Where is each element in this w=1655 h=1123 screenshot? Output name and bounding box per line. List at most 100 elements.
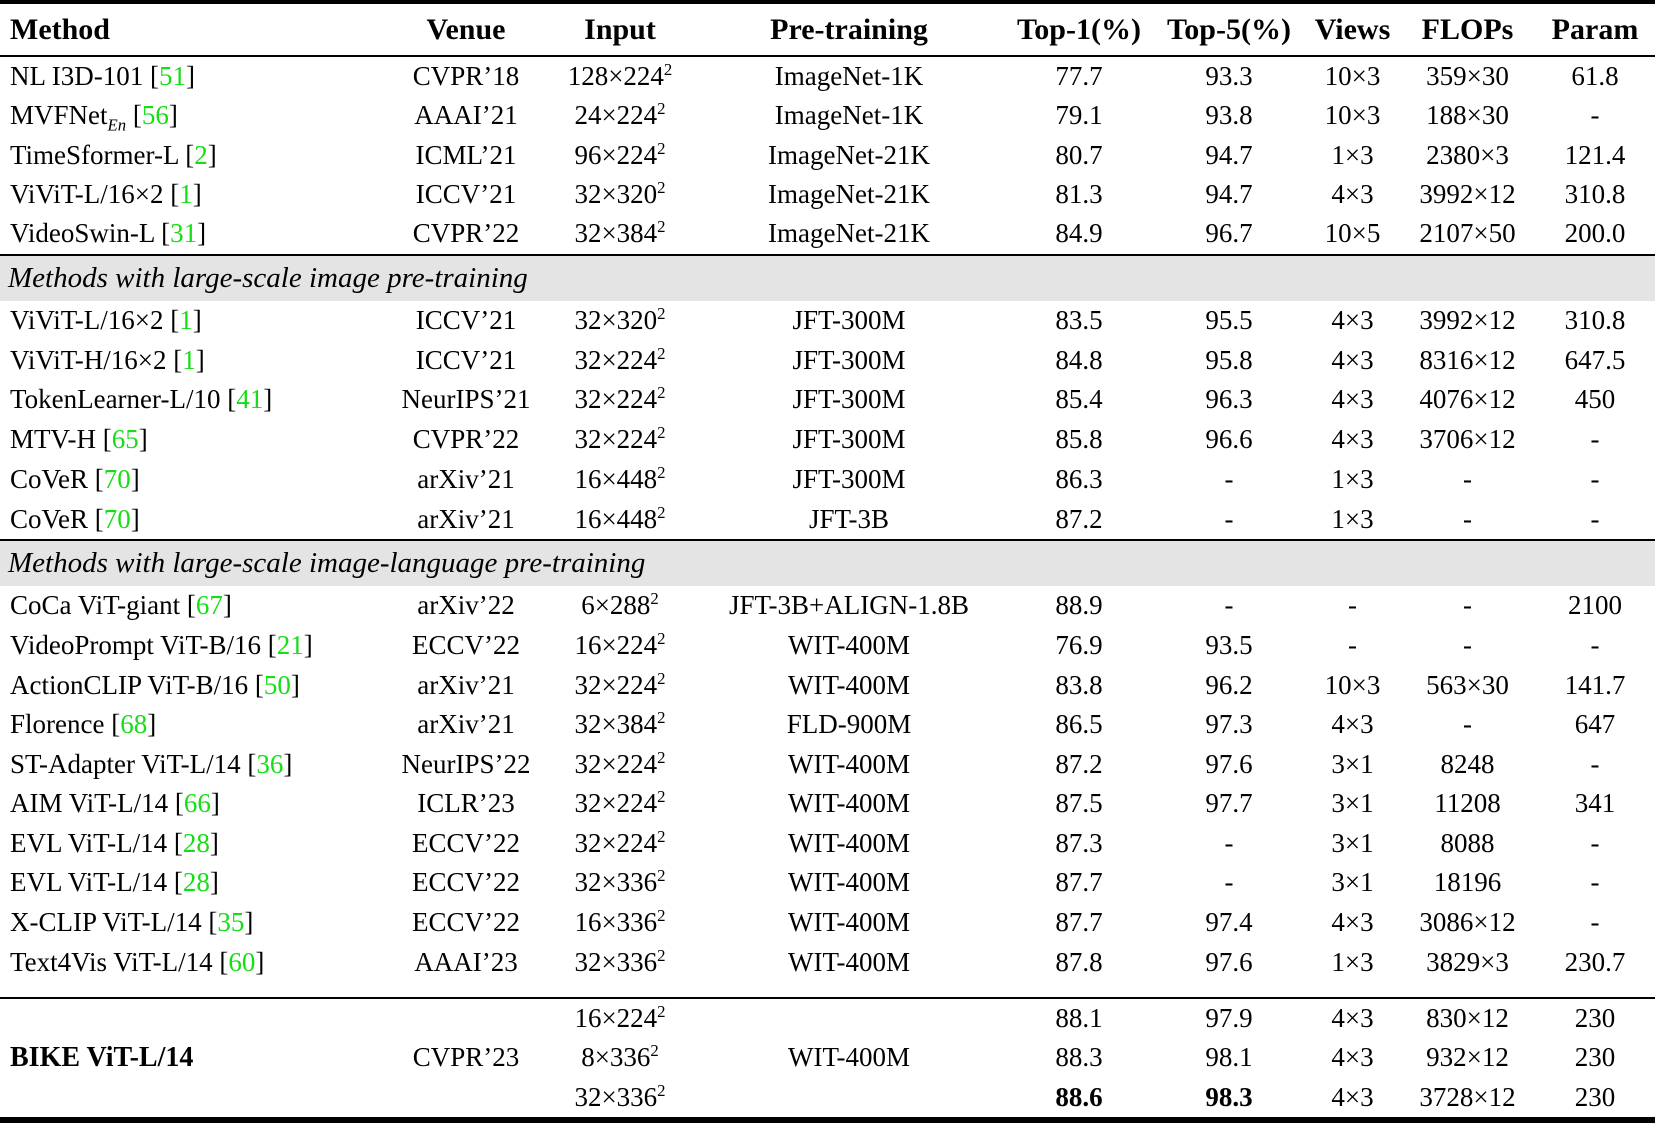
- cell-flops: 563×30: [1426, 669, 1509, 700]
- superscript: 2: [657, 787, 666, 807]
- table-row: ST-Adapter ViT-L/14 [36] NeurIPS’22 32×224…: [0, 744, 1655, 784]
- cell-venue: CVPR’23: [385, 996, 547, 1120]
- cell-top1: 87.7: [1055, 867, 1103, 898]
- cell-method: ViViT-L/16×2 [1]: [10, 179, 202, 210]
- cell-input: 32×2242: [574, 383, 666, 415]
- citation-ref[interactable]: 50: [263, 669, 291, 700]
- cell-top1: 85.8: [1055, 424, 1103, 455]
- citation-ref[interactable]: 28: [182, 827, 210, 858]
- cell-pretraining: ImageNet-1K: [774, 100, 924, 131]
- table-row: AIM ViT-L/14 [66] ICLR’23 32×2242 WIT-400M 8…: [0, 784, 1655, 824]
- method-name: VideoSwin-L: [10, 218, 155, 249]
- column-header-venue: Venue: [385, 2, 547, 57]
- cell-method: BIKE ViT-L/14: [0, 996, 385, 1120]
- cell-flops: 830×12: [1400, 996, 1535, 1039]
- column-header-top1: Top-1(%): [1005, 2, 1153, 57]
- superscript: 2: [657, 303, 666, 323]
- cell-flops: 3829×3: [1426, 946, 1509, 977]
- cell-pretraining: WIT-400M: [788, 827, 910, 858]
- superscript: 2: [657, 1002, 666, 1022]
- citation-ref[interactable]: 1: [179, 304, 193, 335]
- citation-ref[interactable]: 28: [182, 867, 210, 898]
- cell-top5: 97.6: [1205, 748, 1253, 779]
- cell-method: Florence [68]: [10, 709, 157, 740]
- cell-method: MVFNetEn [56]: [10, 100, 178, 135]
- superscript: 2: [657, 343, 666, 363]
- column-header-pretraining: Pre-training: [693, 2, 1005, 57]
- cell-flops: 2107×50: [1419, 218, 1516, 249]
- cell-venue: ECCV’22: [412, 630, 520, 661]
- method-name: ST-Adapter ViT-L/14: [10, 748, 241, 779]
- cell-venue: AAAI’21: [414, 100, 518, 131]
- citation-ref[interactable]: 1: [179, 179, 193, 210]
- cell-top1: 79.1: [1055, 100, 1103, 131]
- cell-method: ViViT-L/16×2 [1]: [10, 304, 202, 335]
- citation-ref[interactable]: 2: [194, 139, 208, 170]
- cell-input: 32×3362: [574, 866, 666, 898]
- cell-top1: 87.7: [1055, 906, 1103, 937]
- cell-top1: 88.3: [1055, 1042, 1103, 1073]
- cell-pretraining: JFT-300M: [792, 463, 906, 494]
- citation-ref[interactable]: 70: [103, 463, 131, 494]
- method-name: TokenLearner-L/10: [10, 384, 221, 415]
- cell-top5: 95.5: [1205, 304, 1253, 335]
- cell-views: 10×3: [1324, 61, 1381, 92]
- cell-venue: ICCV’21: [415, 344, 517, 375]
- table-row: Text4Vis ViT-L/14 [60] AAAI’23 32×3362 WIT-…: [0, 942, 1655, 998]
- cell-method: NL I3D-101 [51]: [10, 61, 195, 92]
- table-row: 32×3362 88.6 98.3 4×3 3728×12 230: [0, 1078, 1655, 1120]
- cell-top5: -: [1224, 463, 1234, 494]
- citation-ref[interactable]: 60: [228, 946, 256, 977]
- cell-pretraining: ImageNet-1K: [774, 61, 924, 92]
- cell-input: 32×3842: [574, 708, 666, 740]
- method-name: CoCa ViT-giant: [10, 590, 181, 621]
- citation-ref[interactable]: 56: [141, 100, 169, 131]
- cell-param: 2100: [1568, 590, 1622, 621]
- citation-ref[interactable]: 31: [170, 218, 198, 249]
- cell-input: 32×2242: [574, 343, 666, 375]
- cell-input: 32×2242: [574, 423, 666, 455]
- cell-views: 4×3: [1331, 709, 1374, 740]
- cell-flops: 11208: [1434, 788, 1501, 819]
- cell-top5: 93.3: [1205, 61, 1253, 92]
- citation-ref[interactable]: 67: [195, 590, 223, 621]
- cell-input: 32×3362: [574, 945, 666, 977]
- citation-ref[interactable]: 68: [120, 709, 148, 740]
- cell-top1: 87.2: [1055, 503, 1103, 534]
- citation-ref[interactable]: 35: [217, 906, 245, 937]
- cell-method: TimeSformer-L [2]: [10, 139, 217, 170]
- table-row: TokenLearner-L/10 [41] NeurIPS’21 32×2242 J…: [0, 380, 1655, 420]
- cell-venue: ECCV’22: [412, 867, 520, 898]
- citation-ref[interactable]: 66: [183, 788, 211, 819]
- citation-ref[interactable]: 41: [236, 384, 264, 415]
- cell-method: AIM ViT-L/14 [66]: [10, 788, 220, 819]
- citation-ref[interactable]: 1: [182, 344, 196, 375]
- citation-ref[interactable]: 36: [256, 748, 284, 779]
- citation-ref[interactable]: 70: [103, 503, 131, 534]
- cell-method: TokenLearner-L/10 [41]: [10, 384, 273, 415]
- cell-top5: 98.1: [1205, 1042, 1253, 1073]
- section-2: Methods with large-scale image-language …: [0, 539, 1655, 998]
- table-row: MVFNetEn [56] AAAI’21 24×2242 ImageNet-1K 79…: [0, 96, 1655, 135]
- cell-views: 3×1: [1331, 788, 1374, 819]
- superscript: 2: [657, 99, 666, 119]
- cell-input: 24×2242: [574, 99, 666, 131]
- superscript: 2: [650, 589, 659, 609]
- section-0: NL I3D-101 [51] CVPR’18 128×2242 ImageNet-1…: [0, 56, 1655, 255]
- citation-ref[interactable]: 65: [111, 424, 139, 455]
- cell-top5: 94.7: [1205, 139, 1253, 170]
- superscript: 2: [657, 502, 666, 522]
- cell-pretraining: JFT-300M: [792, 344, 906, 375]
- citation-ref[interactable]: 21: [276, 630, 304, 661]
- cell-venue: CVPR’18: [412, 61, 520, 92]
- cell-top1: 87.8: [1055, 946, 1103, 977]
- cell-param: 310.8: [1564, 179, 1626, 210]
- method-name: ActionCLIP ViT-B/16: [10, 669, 249, 700]
- cell-input: 16×4482: [574, 502, 666, 534]
- cell-input: 32×3202: [574, 303, 666, 335]
- table-row: VideoPrompt ViT-B/16 [21] ECCV’22 16×2242 W…: [0, 626, 1655, 666]
- cell-pretraining: WIT-400M: [788, 630, 910, 661]
- citation-ref[interactable]: 51: [158, 61, 186, 92]
- cell-top1: 87.5: [1055, 788, 1103, 819]
